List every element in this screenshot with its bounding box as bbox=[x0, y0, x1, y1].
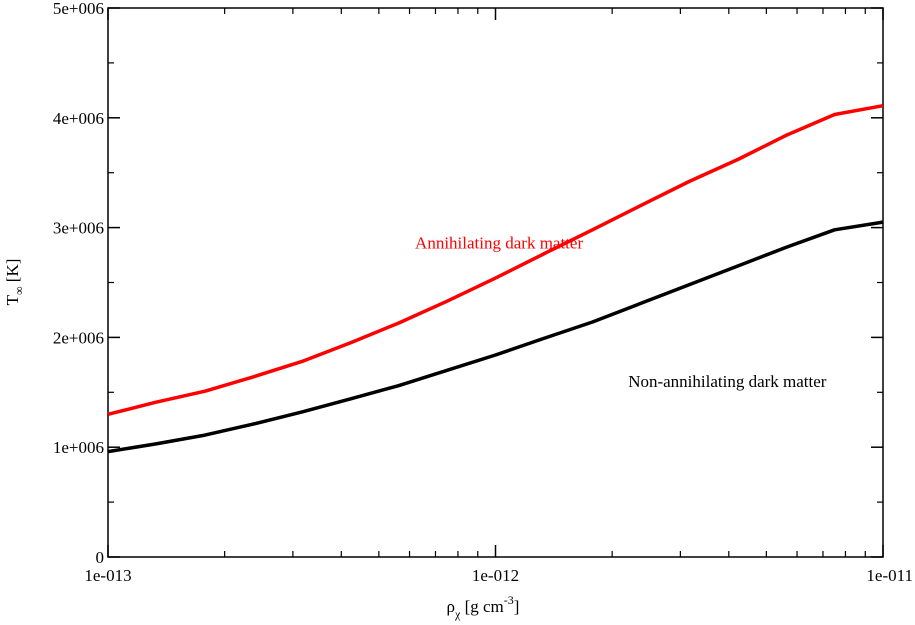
annotations: Annihilating dark matter Non-annihilating… bbox=[415, 233, 827, 390]
annotation-label: Annihilating dark matter bbox=[415, 233, 583, 252]
y-tick-label: 1e+006 bbox=[53, 438, 104, 457]
x-axis-label: ρχ [g cm-3] bbox=[447, 593, 520, 621]
x-tick-label: 1e-012 bbox=[472, 566, 519, 585]
series-layer bbox=[107, 103, 884, 454]
y-tick-label: 2e+006 bbox=[53, 328, 104, 347]
y-tick-label: 4e+006 bbox=[53, 109, 104, 128]
y-tick-label: 3e+006 bbox=[53, 219, 104, 238]
axis-ticks bbox=[107, 7, 884, 558]
series-line bbox=[107, 220, 884, 454]
y-tick-label: 0 bbox=[96, 548, 105, 567]
plot-frame bbox=[107, 7, 884, 558]
tick-labels: 1e-013 1e-012 1e-011 0 1e+006 2e+006 3e+006 4e+… bbox=[53, 0, 913, 585]
annotation-label: Non-annihilating dark matter bbox=[628, 372, 827, 391]
y-axis-label: T∞ [K] bbox=[3, 259, 26, 306]
x-tick-label: 1e-013 bbox=[84, 566, 131, 585]
series-line bbox=[107, 103, 884, 416]
y-tick-label: 5e+006 bbox=[53, 0, 104, 18]
x-tick-label: 1e-011 bbox=[866, 566, 913, 585]
